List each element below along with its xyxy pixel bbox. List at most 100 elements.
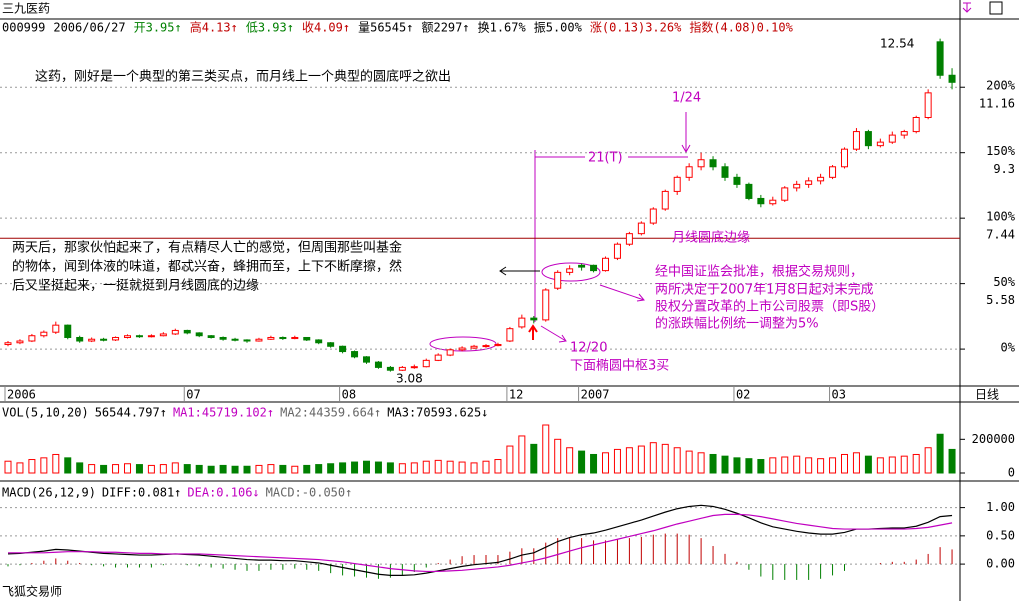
- legend-item: MACD(26,12,9): [2, 486, 96, 500]
- candle-body: [888, 134, 896, 143]
- legend-item: MA2:44359.664↑: [280, 406, 381, 420]
- header-item: 额2297↑: [421, 21, 469, 35]
- candle-body: [852, 131, 860, 150]
- volume-bar: [40, 457, 48, 474]
- volume-bar: [147, 464, 155, 474]
- period-label: 日线: [975, 388, 999, 402]
- volume-bar: [852, 452, 860, 474]
- arrow-icon[interactable]: [962, 2, 972, 13]
- candle-body: [936, 41, 944, 76]
- volume-bar: [303, 464, 311, 474]
- price-tick-label: 11.16: [979, 97, 1015, 111]
- volume-bar: [494, 459, 502, 474]
- volume-bar: [351, 461, 359, 474]
- candle-body: [16, 340, 24, 344]
- volume-bar: [315, 464, 323, 474]
- candle-body: [195, 332, 203, 337]
- annotation: 股权分置改革的上市公司股票（即S股）: [655, 299, 884, 315]
- volume-bar: [52, 453, 60, 474]
- candle-body: [876, 141, 884, 147]
- dea-line: [8, 513, 953, 573]
- volume-bar: [888, 456, 896, 474]
- candle-body: [590, 264, 598, 272]
- annotation: 两天后，那家伙怕起来了，有点精尽人亡的感觉，但周围那些叫基金: [12, 240, 402, 256]
- candle-body: [924, 92, 932, 118]
- candle-body: [781, 187, 789, 201]
- legend-item: VOL(5,10,20): [2, 406, 89, 420]
- candle-body: [112, 336, 120, 341]
- candle-body: [542, 289, 550, 321]
- candle-body: [4, 342, 12, 346]
- candle-body: [817, 176, 825, 182]
- volume-bar: [709, 453, 717, 474]
- candle-body: [52, 324, 60, 333]
- candle-body: [231, 338, 239, 341]
- volume-bar: [398, 463, 406, 474]
- low-label: 3.08: [396, 372, 423, 386]
- annotation: 后又坚挺起来，一挺就挺到月线圆底的边缘: [12, 278, 259, 294]
- annotation: 1/24: [672, 91, 701, 106]
- x-tick-label: 02: [736, 388, 750, 402]
- volume-bar: [4, 460, 12, 474]
- legend-item: DEA:0.106↓: [187, 486, 259, 500]
- candle-body: [171, 329, 179, 335]
- candle-body: [793, 183, 801, 189]
- volume-bar: [613, 448, 621, 474]
- window-icon[interactable]: [989, 1, 1003, 15]
- volume-bar: [112, 464, 120, 474]
- volume-bar: [339, 462, 347, 474]
- volume-bar: [16, 462, 24, 474]
- candle-body: [135, 335, 143, 338]
- candle-body: [147, 335, 155, 338]
- candle-body: [303, 336, 311, 341]
- top-icons[interactable]: [962, 1, 1003, 15]
- candle-body: [721, 166, 729, 178]
- candle-body: [805, 180, 813, 185]
- annotation: 月线圆底边缘: [672, 230, 750, 246]
- volume-bar: [327, 463, 335, 474]
- candle-body: [219, 336, 227, 340]
- candle-body: [76, 336, 84, 342]
- candle-body: [649, 208, 657, 224]
- volume-bar: [446, 460, 454, 474]
- volume-bar: [781, 456, 789, 474]
- volume-bar: [590, 453, 598, 474]
- volume-bar: [805, 457, 813, 474]
- volume-bar: [243, 465, 251, 474]
- volume-bar: [745, 458, 753, 474]
- volume-bar: [685, 450, 693, 474]
- volume-bar: [673, 447, 681, 474]
- candle-body: [602, 257, 609, 272]
- candle-body: [745, 183, 753, 199]
- candle-body: [255, 338, 263, 342]
- candle-body: [900, 131, 908, 136]
- candle-body: [327, 342, 335, 347]
- candle-body: [757, 197, 765, 205]
- stock-title: 三九医药: [2, 2, 50, 16]
- price-tick-label: 7.44: [986, 228, 1015, 242]
- candle-body: [64, 324, 72, 338]
- volume-bar: [948, 448, 956, 474]
- y-tick-label: 50%: [993, 275, 1015, 289]
- annotation-shapes: [429, 112, 691, 352]
- candle-body: [470, 345, 478, 349]
- volume-bar: [793, 455, 801, 474]
- header-item: 量56545↑: [358, 21, 413, 35]
- candle-body: [769, 199, 777, 205]
- volume-bar: [637, 445, 645, 474]
- volume-bar: [76, 462, 84, 474]
- footer: 飞狐交易师: [2, 584, 62, 599]
- volume-bar: [458, 461, 466, 474]
- legend-item: MACD:-0.050↑: [266, 486, 353, 500]
- candle-body: [506, 328, 514, 342]
- volume-bar: [219, 464, 227, 474]
- candle-body: [40, 331, 48, 337]
- candle-body: [124, 335, 131, 338]
- volume-bar: [410, 462, 418, 474]
- y-tick-label: 0%: [1001, 341, 1016, 355]
- candle-body: [530, 317, 538, 321]
- volume-bar: [434, 459, 442, 474]
- candle-body: [637, 222, 645, 235]
